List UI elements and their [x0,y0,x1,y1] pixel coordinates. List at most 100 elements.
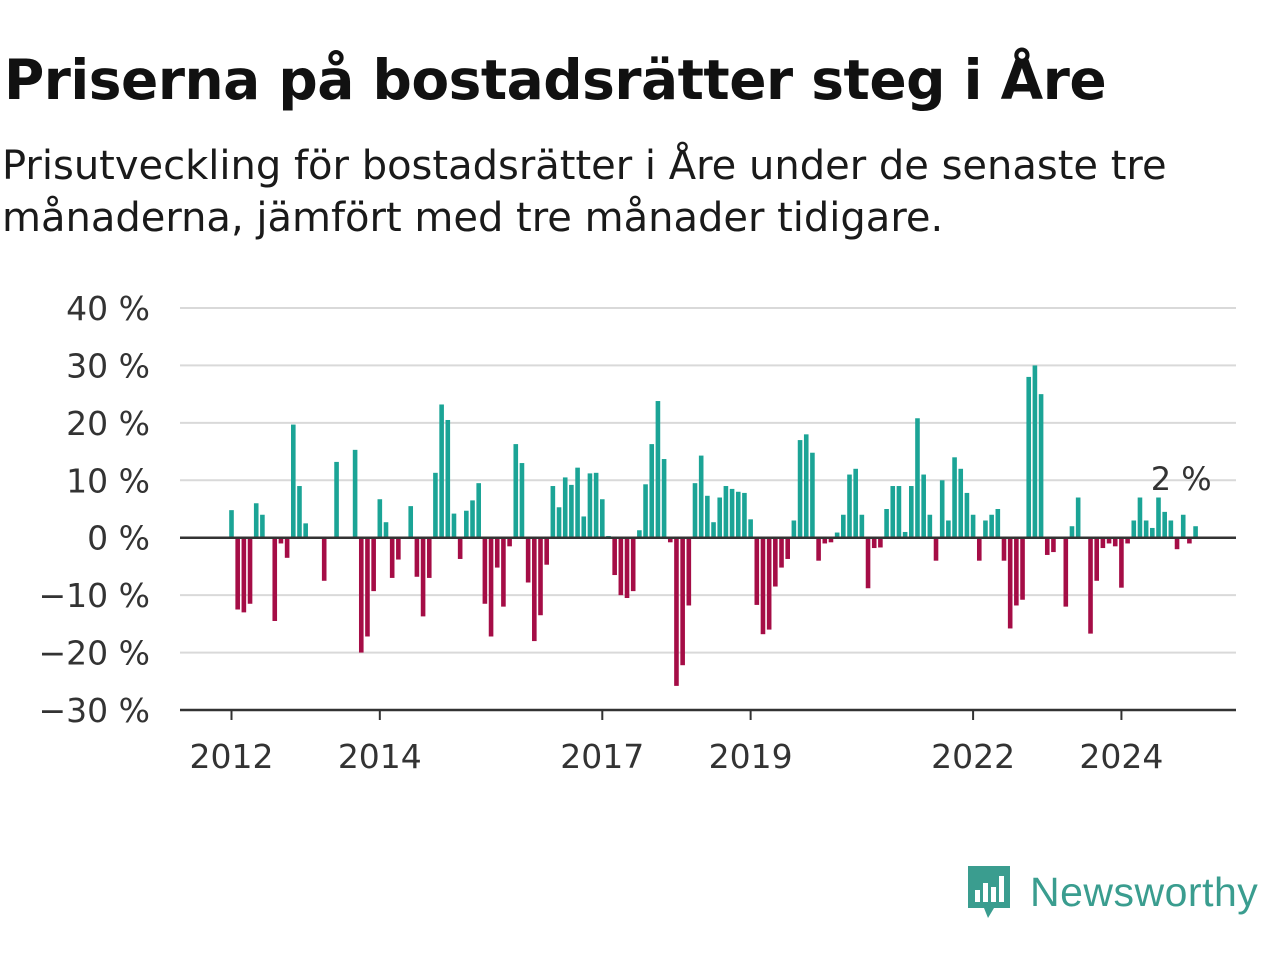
bar-negative [686,537,692,606]
bar-positive [841,514,846,538]
bar-positive [711,522,716,538]
bar-positive [649,444,655,538]
bar-negative [828,537,834,543]
bar-negative [414,537,420,577]
bar-negative [494,537,500,568]
bar-negative [816,537,821,561]
bar-positive [1156,497,1161,538]
bar-negative [1051,537,1056,553]
bar-negative [1187,537,1192,544]
bar-negative [544,537,549,565]
axes [180,536,1236,712]
bar-negative [389,537,395,578]
bar-negative [235,537,240,610]
bar-positive [810,452,815,538]
bar-negative [865,537,871,589]
bar-positive [600,499,605,538]
bar-positive [476,483,481,538]
bar-positive [1032,365,1038,538]
bar-negative [618,537,624,596]
x-tick-label: 2024 [1079,737,1163,776]
bar-negative [773,537,778,587]
chart-title: Priserna på bostadsrätter steg i Åre [4,48,1107,112]
bar-positive [253,503,259,538]
bar-negative [933,537,939,561]
y-tick-label: −20 % [39,634,151,673]
bar-negative [779,537,784,568]
bar-positive [735,491,741,538]
bar-positive [723,486,729,538]
bar-positive [847,474,852,538]
bar-positive [729,488,735,538]
bar-positive [291,424,296,538]
chart-subtitle: Prisutveckling för bostadsrätter i Åre u… [2,143,1167,241]
x-tick-label: 2022 [931,737,1015,776]
bar-positive [229,510,234,538]
bar-positive [1143,520,1149,538]
newsworthy-logo-icon [968,866,1010,918]
bar-positive [748,519,753,538]
bar-negative [371,537,376,592]
bar-negative [1174,537,1180,550]
bar-positive [575,467,580,538]
bar-negative [1094,537,1099,581]
bar-positive [803,434,809,538]
bar-negative [532,537,537,642]
bar-positive [655,401,661,538]
bar-negative [525,537,531,583]
bar-positive [884,509,889,538]
bar-positive [550,486,556,538]
bar-positive [470,500,475,538]
bar-positive [909,486,914,538]
bar-negative [426,537,432,578]
bar-negative [365,537,370,637]
bar-positive [964,492,970,538]
bar-chart: 40 %30 %20 %10 %0 %−10 %−20 %−30 % 2012 2… [39,289,1236,776]
bar-negative [247,537,253,604]
brand-logo: Newsworthy [964,862,1258,922]
bar-positive [995,509,1001,538]
bar-positive [383,522,389,538]
bar-negative [507,537,512,547]
bar-negative [1100,537,1106,549]
y-tick-label: −30 % [39,691,151,730]
x-tick-label: 2014 [338,737,422,776]
bar-negative [488,537,494,637]
bar-negative [278,537,284,544]
bar-negative [871,537,877,549]
y-tick-label: 20 % [66,404,150,443]
bar-negative [1112,537,1118,547]
bar-negative [1007,537,1013,629]
bar-positive [377,499,383,538]
bar-negative [1119,537,1124,588]
x-axis-ticks: 2012 2014 2017 2019 2022 2024 [190,710,1163,776]
bar-negative [1063,537,1069,607]
bar-positive [1150,527,1155,538]
bar-positive [983,520,988,538]
bar-positive [593,472,599,538]
bar-positive [352,449,358,538]
bar-positive [569,484,574,538]
bar-positive [717,497,723,538]
bar-positive [952,457,957,538]
bar-positive [439,404,444,538]
bar-positive [1075,497,1081,538]
bar-positive [556,507,562,538]
bar-negative [482,537,488,604]
bar-negative [396,537,401,560]
bar-positive [705,495,710,538]
bar-negative [976,537,982,561]
y-tick-label: 40 % [66,289,150,328]
last-value-label: 2 % [1151,460,1212,498]
bar-negative [612,537,617,576]
bar-negative [1044,537,1050,555]
bar-positive [303,523,308,538]
bar-positive [958,468,964,538]
bar-positive [834,532,840,538]
bar-positive [797,440,803,538]
bar-positive [896,486,902,538]
bar-positive [1131,520,1137,538]
bar-positive [742,492,747,538]
bar-negative [667,537,673,543]
y-tick-label: −10 % [39,576,151,615]
